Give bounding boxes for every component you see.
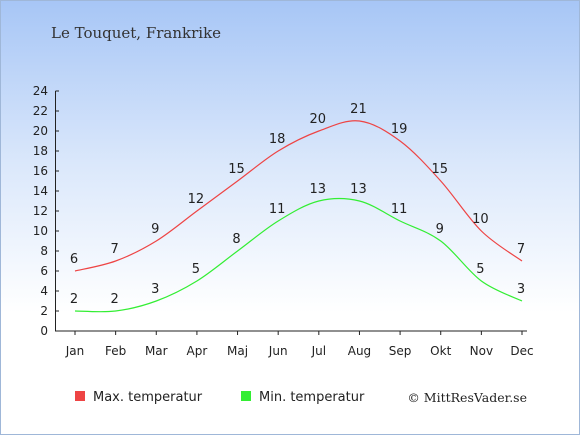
y-tick-label: 4 — [40, 284, 48, 298]
max-data-label: 7 — [110, 242, 118, 257]
legend-label-max: Max. temperatur — [93, 390, 203, 405]
min-data-label: 13 — [350, 182, 367, 197]
x-tick-label: Mar — [145, 344, 168, 358]
chart-title: Le Touquet, Frankrike — [51, 24, 221, 42]
min-data-label: 13 — [310, 182, 327, 197]
min-data-label: 2 — [110, 292, 118, 307]
min-data-label: 5 — [476, 262, 484, 277]
x-tick-label: Aug — [348, 344, 371, 358]
max-data-label: 20 — [310, 112, 327, 127]
max-temperature-line — [74, 120, 523, 272]
y-tick-label: 6 — [40, 264, 48, 278]
min-data-label: 2 — [70, 292, 78, 307]
min-data-label: 8 — [232, 232, 240, 247]
y-tick-label: 16 — [33, 164, 48, 178]
max-data-label: 15 — [228, 162, 245, 177]
legend-label-min: Min. temperatur — [259, 390, 365, 405]
y-tick-label: 10 — [33, 224, 48, 238]
y-tick-label: 18 — [33, 144, 48, 158]
max-data-label: 18 — [269, 132, 286, 147]
x-tick-label: Okt — [430, 344, 451, 358]
max-data-label: 21 — [350, 102, 367, 117]
y-tick-label: 14 — [33, 184, 48, 198]
x-tick-label: Feb — [105, 344, 126, 358]
y-tick-label: 20 — [33, 124, 48, 138]
y-tick-label: 22 — [33, 104, 48, 118]
x-tick-label: Jan — [65, 344, 85, 358]
min-data-label: 3 — [517, 282, 525, 297]
min-temperature-line — [74, 197, 523, 313]
min-data-label: 9 — [436, 222, 444, 237]
max-data-label: 6 — [70, 252, 78, 267]
credit-text: © MittResVader.se — [407, 390, 527, 405]
max-data-label: 10 — [472, 212, 489, 227]
x-tick-label: Jul — [311, 344, 326, 358]
data-labels: 6 7 9 12 15 18 20 21 19 15 10 7 2 2 3 5 8 11 13 13 11 9 5 3 — [70, 102, 525, 307]
min-data-label: 3 — [151, 282, 159, 297]
y-tick-label: 2 — [40, 304, 48, 318]
min-data-label: 5 — [192, 262, 200, 277]
x-tick-label: Maj — [227, 344, 248, 358]
min-data-label: 11 — [269, 202, 286, 217]
max-data-label: 12 — [188, 192, 205, 207]
min-data-label: 11 — [391, 202, 408, 217]
max-data-label: 19 — [391, 122, 408, 137]
x-tick-label: Dec — [510, 344, 533, 358]
max-data-label: 7 — [517, 242, 525, 257]
y-tick-label: 24 — [33, 84, 48, 98]
legend-swatch-max — [75, 391, 85, 401]
legend: Max. temperatur Min. temperatur — [75, 390, 365, 405]
legend-swatch-min — [241, 391, 251, 401]
y-tick-label: 0 — [40, 324, 48, 338]
y-tick-label: 12 — [33, 204, 48, 218]
max-data-label: 9 — [151, 222, 159, 237]
series-lines — [74, 120, 523, 313]
x-tick-label: Jun — [268, 344, 288, 358]
y-tick-label: 8 — [40, 244, 48, 258]
x-tick-label: Sep — [389, 344, 412, 358]
x-tick-label: Apr — [187, 344, 208, 358]
x-tick-label: Nov — [470, 344, 493, 358]
max-data-label: 15 — [431, 162, 448, 177]
